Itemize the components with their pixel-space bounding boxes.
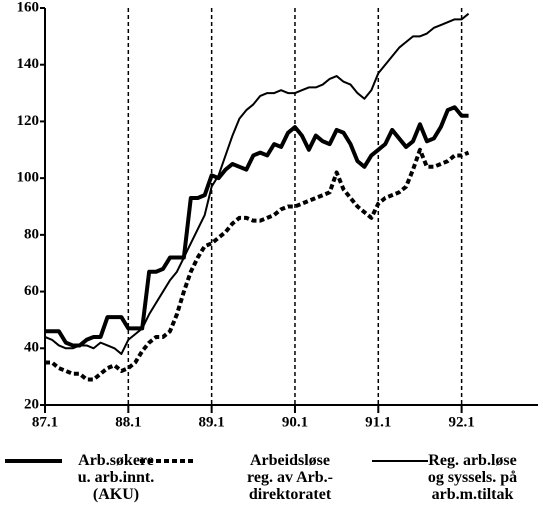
y-tick-label: 60 — [24, 283, 39, 299]
y-tick-label: 20 — [24, 396, 39, 412]
y-tick-label: 40 — [24, 340, 39, 356]
y-tick-label: 80 — [24, 226, 39, 242]
legend-label: Arbeidsløse reg. av Arb.- direktoratet — [247, 452, 333, 503]
series-line — [45, 147, 470, 382]
x-tick-label: 91.1 — [365, 414, 391, 430]
x-tick-label: 87.1 — [32, 414, 58, 430]
legend-label: Arb.søkere u. arb.innt. (AKU) — [77, 452, 155, 503]
y-tick-label: 100 — [17, 170, 40, 186]
legend-label: Reg. arb.løse og syssels. på arb.m.tilta… — [427, 452, 518, 503]
y-tick-label: 160 — [17, 0, 40, 15]
series-line — [45, 105, 469, 348]
y-tick-label: 120 — [17, 113, 40, 129]
series-line — [44, 12, 470, 355]
y-tick-label: 140 — [17, 56, 40, 72]
x-tick-label: 89.1 — [199, 414, 225, 430]
x-tick-label: 90.1 — [282, 414, 308, 430]
x-tick-label: 92.1 — [448, 414, 474, 430]
x-tick-label: 88.1 — [115, 414, 141, 430]
